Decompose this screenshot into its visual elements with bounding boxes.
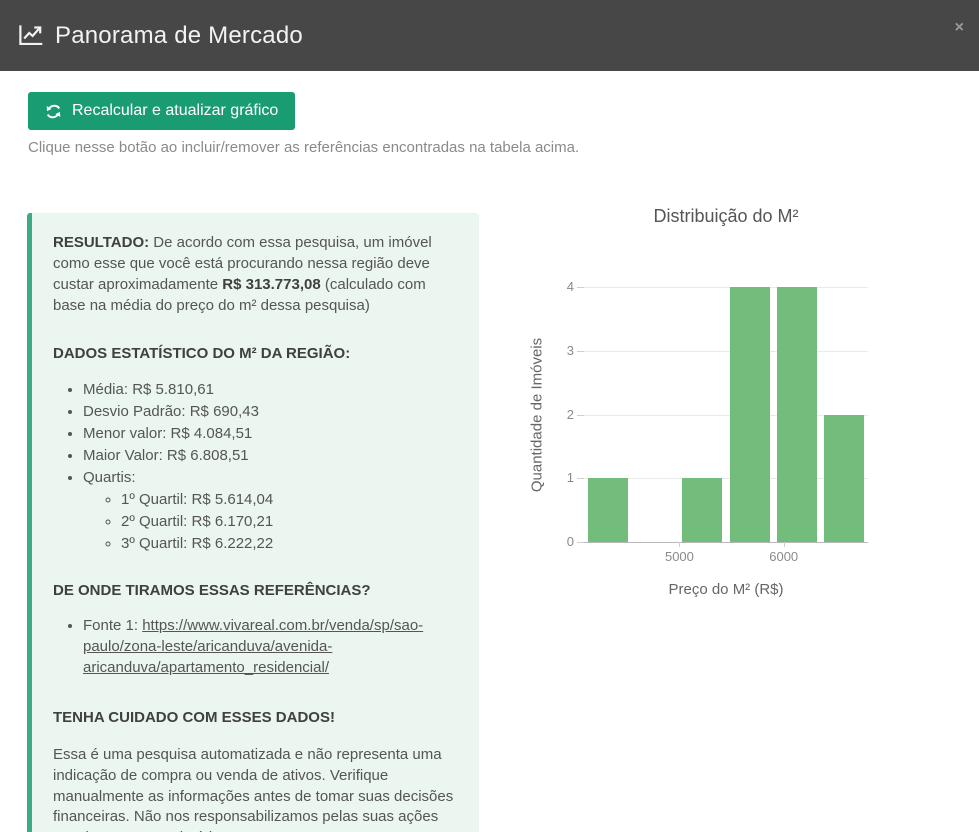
y-gridline xyxy=(584,478,868,480)
stat-maior: Maior Valor: R$ 6.808,51 xyxy=(83,446,459,467)
y-gridline xyxy=(584,414,868,416)
y-tick-label: 4 xyxy=(566,279,574,294)
y-tick-mark xyxy=(577,414,584,416)
histogram-bar xyxy=(824,414,865,542)
y-gridline xyxy=(584,350,868,352)
helper-text: Clique nesse botão ao incluir/remover as… xyxy=(28,139,580,156)
chart-xlabel: Preço do M² (R$) xyxy=(668,581,784,598)
x-tick-label: 5000 xyxy=(664,549,694,564)
references-list: Fonte 1: https://www.vivareal.com.br/ven… xyxy=(53,616,459,678)
y-tick-label: 0 xyxy=(566,534,574,549)
y-tick-label: 3 xyxy=(566,342,574,358)
close-icon[interactable]: × xyxy=(954,19,964,36)
histogram-bar xyxy=(682,478,723,542)
y-gridline xyxy=(584,287,868,288)
histogram-bar xyxy=(776,287,818,542)
recalculate-button[interactable]: Recalcular e atualizar gráfico xyxy=(28,92,296,130)
y-tick-label: 2 xyxy=(566,406,574,422)
y-tick-mark xyxy=(577,287,584,288)
x-tick-mark xyxy=(783,542,785,547)
recalculate-button-label: Recalcular e atualizar gráfico xyxy=(72,102,279,119)
refresh-icon xyxy=(45,103,62,120)
quartil-2: 2º Quartil: R$ 6.170,21 xyxy=(121,512,459,533)
chart-plot: 0 1 2 3 4 5000 6000 xyxy=(567,279,868,564)
modal-header: Panorama de Mercado × xyxy=(0,0,979,71)
quartil-1: 1º Quartil: R$ 5.614,04 xyxy=(121,490,459,511)
stat-quartis: Quartis: 1º Quartil: R$ 5.614,04 2º Quar… xyxy=(83,468,459,554)
stats-list: Média: R$ 5.810,61 Desvio Padrão: R$ 690… xyxy=(53,380,459,554)
stats-heading: DADOS ESTATÍSTICO DO M² DA REGIÃO: xyxy=(53,345,351,363)
modal-title: Panorama de Mercado xyxy=(55,21,303,49)
y-tick-label: 1 xyxy=(566,470,574,486)
stat-desvio: Desvio Padrão: R$ 690,43 xyxy=(83,402,459,423)
stat-media: Média: R$ 5.810,61 xyxy=(83,380,459,401)
stat-menor: Menor valor: R$ 4.084,51 xyxy=(83,424,459,445)
warning-text: Essa é uma pesquisa automatizada e não r… xyxy=(53,745,454,832)
chart-line-icon xyxy=(17,23,44,48)
chart-title: Distribuição do M² xyxy=(653,206,799,226)
fonte-item: Fonte 1: https://www.vivareal.com.br/ven… xyxy=(83,616,459,678)
chart-ylabel: Quantidade de Imóveis xyxy=(528,337,546,493)
result-paragraph: RESULTADO: De acordo com essa pesquisa, … xyxy=(53,234,432,314)
histogram-bar xyxy=(587,478,628,542)
fonte-label: Fonte 1: xyxy=(83,617,139,635)
result-panel: RESULTADO: De acordo com essa pesquisa, … xyxy=(27,213,479,832)
y-tick-mark xyxy=(577,542,584,543)
quartil-3: 3º Quartil: R$ 6.222,22 xyxy=(121,534,459,555)
warning-heading: TENHA CUIDADO COM ESSES DADOS! xyxy=(53,709,335,727)
histogram-bar xyxy=(729,287,770,542)
result-label: RESULTADO: xyxy=(53,234,150,251)
x-tick-label: 6000 xyxy=(769,549,799,564)
quartis-list: 1º Quartil: R$ 5.614,04 2º Quartil: R$ 6… xyxy=(83,490,459,555)
references-heading: DE ONDE TIRAMOS ESSAS REFERÊNCIAS? xyxy=(53,581,371,599)
fonte-link[interactable]: https://www.vivareal.com.br/venda/sp/sao… xyxy=(83,617,424,676)
y-tick-mark xyxy=(577,350,584,352)
x-tick-mark xyxy=(679,542,681,547)
estimated-price: R$ 313.773,08 xyxy=(222,275,321,293)
y-tick-mark xyxy=(577,478,584,480)
